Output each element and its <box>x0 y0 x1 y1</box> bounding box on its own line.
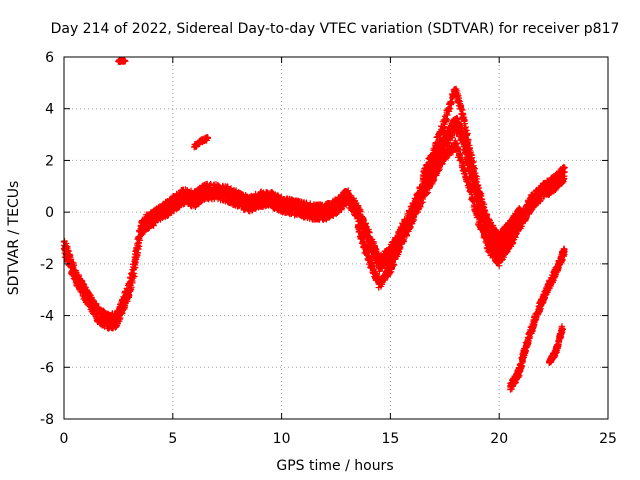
data-point <box>144 225 152 232</box>
data-point <box>128 284 135 291</box>
data-point <box>150 222 157 229</box>
data-points-layer <box>60 56 568 393</box>
data-point <box>124 298 131 305</box>
chart-title: Day 214 of 2022, Sidereal Day-to-day VTE… <box>51 21 620 37</box>
data-point <box>136 237 143 244</box>
data-point <box>86 290 93 298</box>
data-point <box>70 262 77 269</box>
data-point <box>117 314 124 322</box>
data-point <box>131 273 138 280</box>
data-point <box>65 247 72 255</box>
data-point <box>129 279 136 287</box>
grid-layer <box>64 57 608 419</box>
data-point <box>134 249 141 256</box>
data-point <box>135 246 142 253</box>
